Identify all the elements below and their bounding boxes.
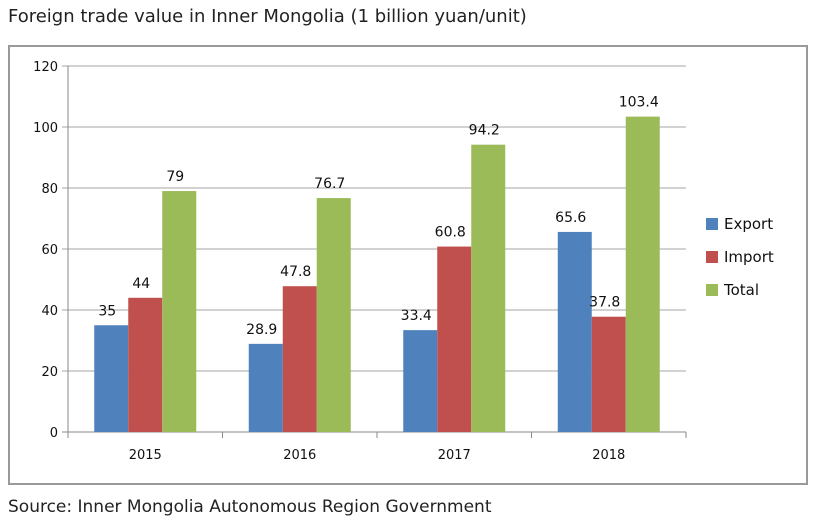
bar-total [625,116,660,432]
y-tick-label: 0 [50,426,58,441]
data-label: 60.8 [435,225,466,241]
y-tick-label: 80 [41,182,58,197]
data-label: 44 [132,276,150,292]
legend-swatch-total [706,284,718,296]
data-label: 94.2 [469,123,500,139]
y-tick-label: 40 [41,304,58,319]
legend-swatch-export [706,218,718,230]
x-tick-label: 2017 [438,448,471,463]
chart-frame [8,45,808,485]
legend-swatch-import [706,251,718,263]
y-tick-label: 120 [33,60,58,75]
chart-title: Foreign trade value in Inner Mongolia (1… [8,6,527,27]
data-label: 76.7 [314,176,345,192]
source-note: Source: Inner Mongolia Autonomous Region… [8,497,492,517]
x-tick-label: 2016 [283,448,316,463]
bar-export [557,231,592,432]
bar-import [128,297,163,432]
data-label: 65.6 [555,210,586,226]
y-tick-label: 100 [33,121,58,136]
y-tick-label: 20 [41,365,58,380]
bar-total [471,144,506,432]
bar-import [591,316,626,432]
data-label: 47.8 [280,264,311,280]
data-label: 37.8 [589,295,620,311]
bar-import [437,246,472,432]
bar-import [282,286,317,432]
data-label: 79 [166,169,184,185]
x-tick-label: 2015 [129,448,162,463]
data-label: 28.9 [246,322,277,338]
data-label: 33.4 [401,308,432,324]
bar-total [162,191,197,432]
legend-label: Import [724,248,774,266]
bar-export [403,330,438,432]
bar-export [94,325,129,432]
legend-label: Export [724,215,773,233]
data-label: 103.4 [619,95,659,111]
y-tick-label: 60 [41,243,58,258]
bar-export [248,343,283,432]
bar-total [316,198,351,432]
data-label: 35 [98,303,116,319]
x-tick-label: 2018 [592,448,625,463]
legend-label: Total [723,281,759,299]
